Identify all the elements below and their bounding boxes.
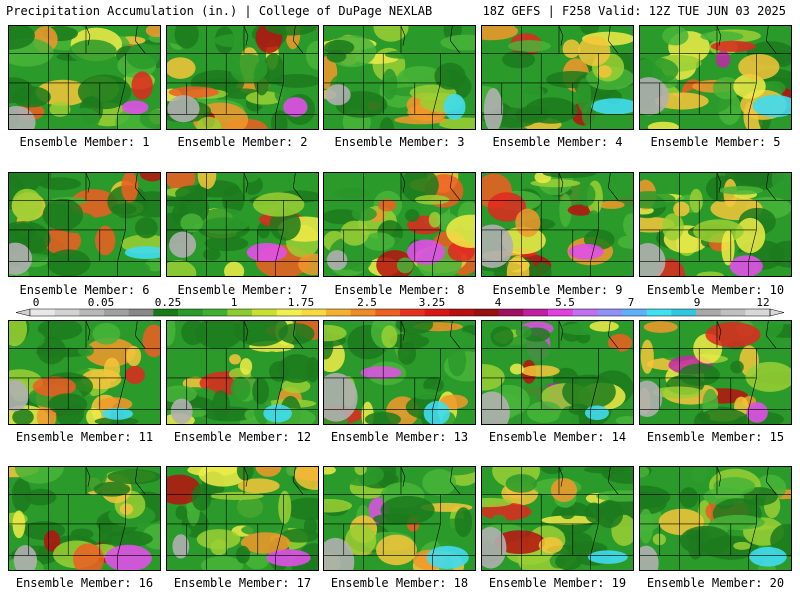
ensemble-member-label: Ensemble Member: 10 bbox=[646, 283, 785, 297]
colorbar-tick-label: 7 bbox=[628, 296, 635, 309]
colorbar-tick-label: 4 bbox=[495, 296, 502, 309]
colorbar-tick-label: 2.5 bbox=[357, 296, 377, 309]
ensemble-member-map-9 bbox=[481, 172, 634, 277]
ensemble-member-map-10 bbox=[639, 172, 792, 277]
colorbar-tick-label: 0.25 bbox=[155, 296, 182, 309]
colorbar-swatch bbox=[745, 309, 771, 316]
colorbar-min-arrow bbox=[15, 308, 31, 317]
colorbar-swatch bbox=[202, 309, 228, 316]
ensemble-member-label: Ensemble Member: 5 bbox=[650, 135, 781, 149]
colorbar-swatch bbox=[178, 309, 204, 316]
colorbar-swatch bbox=[326, 309, 352, 316]
ensemble-member-map-20 bbox=[639, 466, 792, 571]
colorbar-tick-label: 0 bbox=[33, 296, 40, 309]
ensemble-member-label: Ensemble Member: 4 bbox=[492, 135, 623, 149]
colorbar-swatch bbox=[104, 309, 130, 316]
colorbar-swatch bbox=[375, 309, 401, 316]
colorbar-swatch bbox=[474, 309, 500, 316]
map-title: Precipitation Accumulation (in.) | Colle… bbox=[6, 4, 433, 18]
ensemble-member-label: Ensemble Member: 20 bbox=[646, 576, 785, 590]
ensemble-member-map-11 bbox=[8, 320, 161, 425]
ensemble-member-map-17 bbox=[166, 466, 319, 571]
colorbar-swatch bbox=[424, 309, 450, 316]
colorbar-swatch bbox=[30, 309, 56, 316]
colorbar-swatch bbox=[597, 309, 623, 316]
colorbar-tick-label: 5.5 bbox=[555, 296, 575, 309]
precipitation-colorbar: 0 0.05 0.25 1 1.75 2.5 3.25 4 5.5 7 9 12 bbox=[15, 296, 785, 317]
ensemble-member-map-5 bbox=[639, 25, 792, 130]
colorbar-swatch bbox=[54, 309, 80, 316]
ensemble-member-map-16 bbox=[8, 466, 161, 571]
colorbar-swatch bbox=[128, 309, 154, 316]
colorbar-swatch bbox=[523, 309, 549, 316]
ensemble-member-label: Ensemble Member: 1 bbox=[19, 135, 150, 149]
ensemble-member-label: Ensemble Member: 3 bbox=[334, 135, 465, 149]
colorbar-tick-label: 3.25 bbox=[419, 296, 446, 309]
ensemble-member-label: Ensemble Member: 12 bbox=[173, 430, 312, 444]
colorbar-tick-label: 1.75 bbox=[288, 296, 315, 309]
colorbar-swatch bbox=[276, 309, 302, 316]
colorbar-swatch bbox=[646, 309, 672, 316]
colorbar-swatch bbox=[720, 309, 746, 316]
colorbar-tick-label: 0.05 bbox=[88, 296, 115, 309]
ensemble-member-map-8 bbox=[323, 172, 476, 277]
colorbar-swatch bbox=[622, 309, 648, 316]
ensemble-member-map-3 bbox=[323, 25, 476, 130]
colorbar-max-arrow bbox=[769, 308, 785, 317]
ensemble-member-label: Ensemble Member: 11 bbox=[15, 430, 154, 444]
model-run-info: 18Z GEFS | F258 Valid: 12Z TUE JUN 03 20… bbox=[482, 4, 786, 18]
colorbar-swatch bbox=[252, 309, 278, 316]
colorbar-tick-label: 12 bbox=[756, 296, 769, 309]
ensemble-member-label: Ensemble Member: 17 bbox=[173, 576, 312, 590]
ensemble-member-label: Ensemble Member: 18 bbox=[330, 576, 469, 590]
colorbar-swatch bbox=[498, 309, 524, 316]
ensemble-member-label: Ensemble Member: 16 bbox=[15, 576, 154, 590]
ensemble-member-map-18 bbox=[323, 466, 476, 571]
colorbar-swatch bbox=[79, 309, 105, 316]
ensemble-member-map-6 bbox=[8, 172, 161, 277]
ensemble-member-map-4 bbox=[481, 25, 634, 130]
ensemble-member-label: Ensemble Member: 19 bbox=[488, 576, 627, 590]
colorbar-swatch bbox=[350, 309, 376, 316]
colorbar-swatch bbox=[227, 309, 253, 316]
colorbar-swatch bbox=[572, 309, 598, 316]
ensemble-member-map-2 bbox=[166, 25, 319, 130]
ensemble-member-label: Ensemble Member: 6 bbox=[19, 283, 150, 297]
ensemble-member-map-7 bbox=[166, 172, 319, 277]
colorbar-tick-label: 9 bbox=[694, 296, 701, 309]
ensemble-member-map-1 bbox=[8, 25, 161, 130]
ensemble-member-label: Ensemble Member: 2 bbox=[177, 135, 308, 149]
ensemble-member-map-12 bbox=[166, 320, 319, 425]
ensemble-member-map-13 bbox=[323, 320, 476, 425]
colorbar-swatch bbox=[301, 309, 327, 316]
colorbar-swatch bbox=[696, 309, 722, 316]
colorbar-swatch bbox=[671, 309, 697, 316]
colorbar-swatch bbox=[153, 309, 179, 316]
ensemble-member-label: Ensemble Member: 8 bbox=[334, 283, 465, 297]
ensemble-member-map-15 bbox=[639, 320, 792, 425]
ensemble-member-label: Ensemble Member: 15 bbox=[646, 430, 785, 444]
colorbar-tick-label: 1 bbox=[231, 296, 238, 309]
ensemble-member-map-19 bbox=[481, 466, 634, 571]
ensemble-member-label: Ensemble Member: 9 bbox=[492, 283, 623, 297]
ensemble-member-label: Ensemble Member: 7 bbox=[177, 283, 308, 297]
ensemble-member-label: Ensemble Member: 13 bbox=[330, 430, 469, 444]
ensemble-member-label: Ensemble Member: 14 bbox=[488, 430, 627, 444]
colorbar-swatch bbox=[400, 309, 426, 316]
colorbar-swatch bbox=[449, 309, 475, 316]
colorbar-swatch bbox=[548, 309, 574, 316]
ensemble-member-map-14 bbox=[481, 320, 634, 425]
